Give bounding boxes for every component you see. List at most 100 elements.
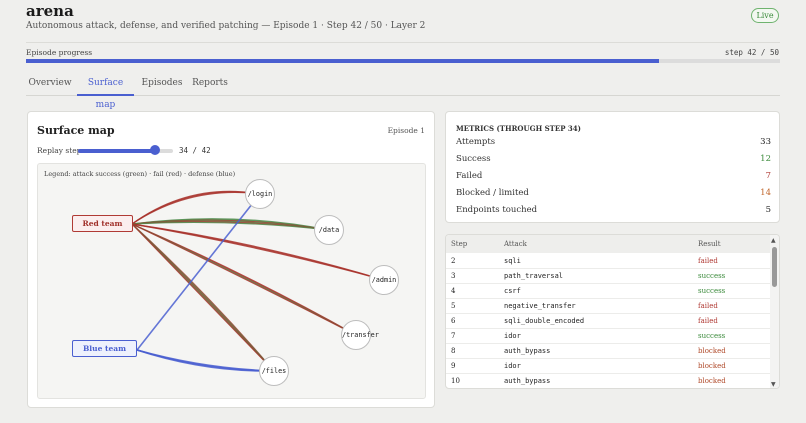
row-attack: sqli <box>504 257 521 265</box>
row-step: 6 <box>451 317 456 325</box>
table-row[interactable]: 7 idor success <box>446 329 772 344</box>
row-attack: csrf <box>504 287 521 295</box>
row-attack: auth_bypass <box>504 377 551 385</box>
graph-legend: Legend: attack success (green) · fail (r… <box>44 170 236 178</box>
endpoint-login[interactable]: /login <box>245 179 275 209</box>
metrics-heading: METRICS (THROUGH STEP 34) <box>456 124 581 133</box>
row-result: blocked <box>698 377 726 385</box>
row-result: success <box>698 272 726 280</box>
tab-reports[interactable]: Reports <box>192 78 228 88</box>
blue-team-node[interactable]: Blue team <box>72 340 137 357</box>
metric-label: Attempts <box>456 137 496 147</box>
table-row[interactable]: 10 auth_bypass blocked <box>446 374 772 388</box>
row-attack: sqli_double_encoded <box>504 317 585 325</box>
surface-map-title: Surface map <box>37 124 115 137</box>
scroll-up-icon[interactable]: ▲ <box>771 237 776 244</box>
episode-label: Episode 1 <box>387 126 425 135</box>
surface-map-card: Surface map Episode 1 Replay step 34 / 4… <box>27 111 435 408</box>
header-divider <box>26 42 780 43</box>
edge-fail-3-3 <box>131 223 357 336</box>
row-result: failed <box>698 257 718 265</box>
metric-value: 12 <box>760 154 771 164</box>
metric-failed: Failed 7 <box>456 171 771 186</box>
tab-bar: Overview Surface map Episodes Reports <box>26 72 780 110</box>
scrollbar-thumb[interactable] <box>772 247 777 287</box>
metric-label: Failed <box>456 171 483 181</box>
endpoint-files[interactable]: /files <box>259 356 289 386</box>
metric-endpoints: Endpoints touched 5 <box>456 205 771 220</box>
progress-label: Episode progress <box>26 48 93 57</box>
endpoint-transfer[interactable]: /transfer <box>341 320 379 350</box>
metric-value: 33 <box>760 137 771 147</box>
table-row[interactable]: 3 path_traversal success <box>446 269 772 284</box>
edge-defense-6-2 <box>136 349 275 372</box>
metric-blocked: Blocked / limited 14 <box>456 188 771 203</box>
row-attack: negative_transfer <box>504 302 576 310</box>
metric-value: 14 <box>760 188 771 198</box>
edge-layer <box>131 190 385 372</box>
row-result: success <box>698 332 726 340</box>
row-step: 4 <box>451 287 456 295</box>
table-header: Step Attack Result <box>446 235 772 253</box>
metric-label: Success <box>456 154 491 164</box>
header-attack: Attack <box>504 240 527 248</box>
table-row[interactable]: 6 sqli_double_encoded failed <box>446 314 772 329</box>
row-step: 7 <box>451 332 456 340</box>
replay-slider-fill <box>78 149 155 153</box>
row-step: 8 <box>451 347 456 355</box>
table-row[interactable]: 9 idor blocked <box>446 359 772 374</box>
edge-fail-4-4 <box>131 223 275 372</box>
row-attack: idor <box>504 332 521 340</box>
replay-slider[interactable] <box>78 149 173 153</box>
progress-fill <box>26 59 660 63</box>
tab-surface-map[interactable]: Surface map <box>77 72 134 110</box>
endpoint-admin[interactable]: /admin <box>369 265 399 295</box>
endpoint-data[interactable]: /data <box>314 215 344 245</box>
row-step: 5 <box>451 302 456 310</box>
row-attack: idor <box>504 362 521 370</box>
tab-episodes[interactable]: Episodes <box>141 78 183 88</box>
table-row[interactable]: 8 auth_bypass blocked <box>446 344 772 359</box>
row-attack: path_traversal <box>504 272 564 280</box>
edge-fail-2-2 <box>131 223 385 281</box>
metrics-card: METRICS (THROUGH STEP 34) Attempts 33 Suc… <box>445 111 780 223</box>
row-step: 9 <box>451 362 456 370</box>
edge-fail-0-2 <box>131 191 261 225</box>
edge-defense-6-0 <box>136 349 275 372</box>
table-row[interactable]: 2 sqli failed <box>446 254 772 269</box>
row-result: blocked <box>698 362 726 370</box>
edge-defense-6-1 <box>136 349 275 372</box>
edge-success-1-5 <box>131 221 330 231</box>
header-step: Step <box>451 240 468 248</box>
metric-value: 7 <box>765 171 771 181</box>
progress-bar <box>26 59 780 63</box>
row-step: 10 <box>451 377 460 385</box>
metric-attempts: Attempts 33 <box>456 137 771 152</box>
scroll-down-icon[interactable]: ▼ <box>771 381 776 388</box>
tab-overview[interactable]: Overview <box>28 78 72 88</box>
table-row[interactable]: 4 csrf success <box>446 284 772 299</box>
metric-success: Success 12 <box>456 154 771 169</box>
progress-step: step 42 / 50 <box>724 48 779 57</box>
app-subtitle: Autonomous attack, defense, and verified… <box>26 21 426 31</box>
metric-label: Endpoints touched <box>456 205 538 215</box>
metric-value: 5 <box>765 205 771 215</box>
replay-label: Replay step <box>37 146 82 155</box>
app-title: arena <box>26 2 74 20</box>
row-step: 2 <box>451 257 456 265</box>
row-step: 3 <box>451 272 456 280</box>
metric-label: Blocked / limited <box>456 188 529 198</box>
replay-slider-thumb[interactable] <box>149 145 160 155</box>
table-row[interactable]: 5 negative_transfer failed <box>446 299 772 314</box>
header-result: Result <box>698 240 721 248</box>
edge-fail-2-1 <box>131 223 385 281</box>
edge-defense-5-0 <box>136 193 261 351</box>
red-team-node[interactable]: Red team <box>72 215 133 232</box>
table-scrollbar[interactable]: ▲ ▼ <box>770 235 779 388</box>
row-result: success <box>698 287 726 295</box>
row-result: blocked <box>698 347 726 355</box>
row-result: failed <box>698 317 718 325</box>
row-attack: auth_bypass <box>504 347 551 355</box>
surface-graph: Legend: attack success (green) · fail (r… <box>37 163 426 399</box>
live-badge: Live <box>751 8 779 23</box>
